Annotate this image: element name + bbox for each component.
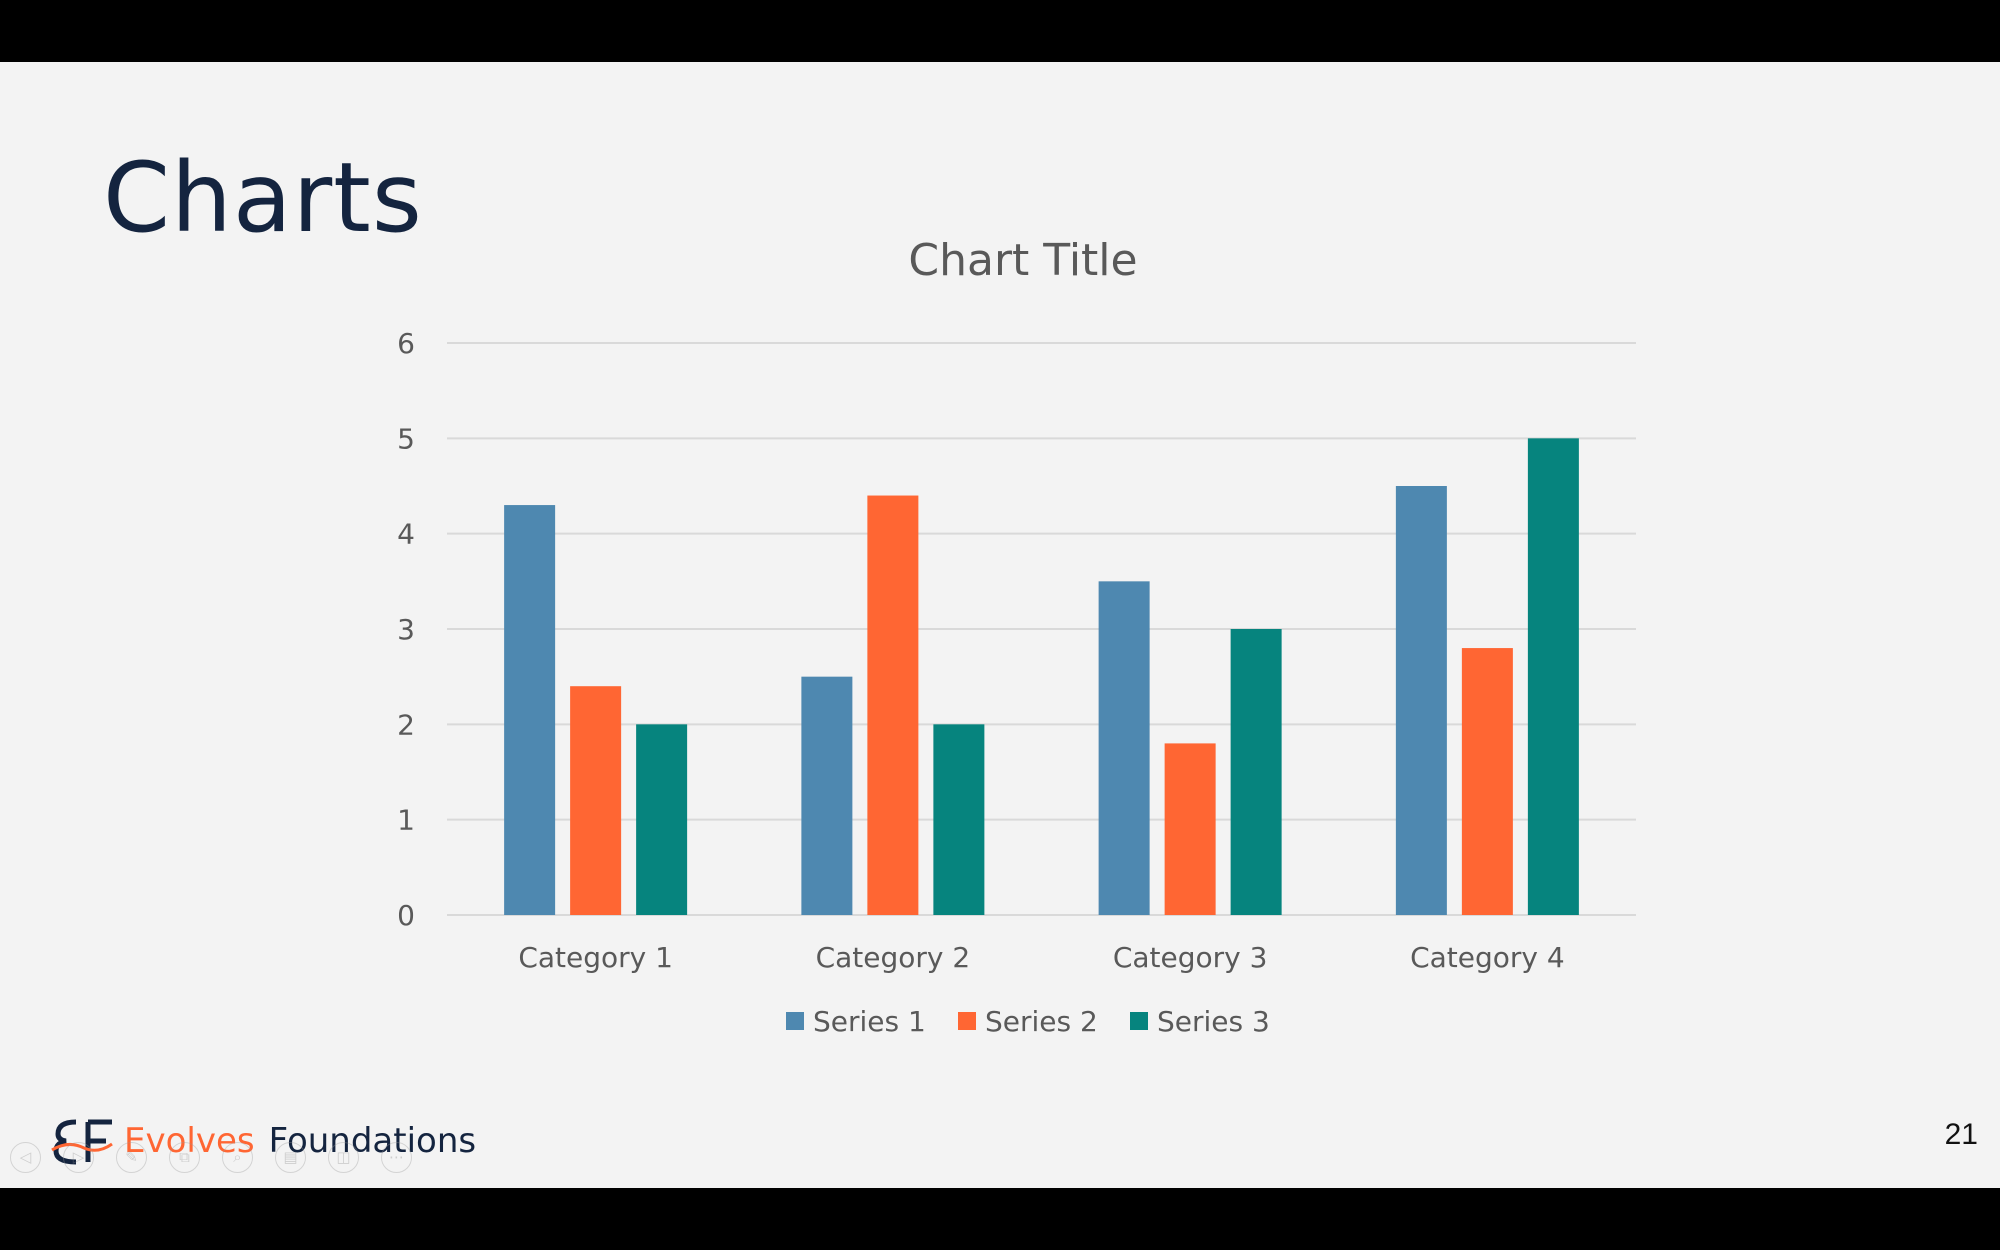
company-logo: Evolves Foundations: [50, 1112, 476, 1170]
legend-label: Series 1: [813, 1005, 926, 1038]
bar-series2-category4: [1461, 648, 1513, 915]
y-tick-label: 6: [397, 327, 415, 360]
y-tick-label: 0: [397, 899, 415, 932]
letterbox-top: [0, 0, 2000, 62]
letterbox-bottom: [0, 1188, 2000, 1250]
bar-series2-category1: [570, 686, 622, 915]
bar-series1-category2: [801, 676, 853, 915]
y-tick-label: 4: [397, 518, 415, 551]
legend-label: Series 2: [985, 1005, 1098, 1038]
y-tick-label: 5: [397, 422, 415, 455]
camera-icon[interactable]: ◫: [328, 1142, 359, 1173]
pen-icon[interactable]: ✎: [116, 1142, 147, 1173]
bar-series2-category3: [1164, 743, 1216, 915]
bar-series1-category1: [504, 505, 556, 915]
legend-swatch-series2: [958, 1012, 976, 1030]
next-arrow-icon[interactable]: ▷: [63, 1142, 94, 1173]
x-tick-label: Category 3: [1113, 941, 1268, 974]
x-tick-label: Category 4: [1410, 941, 1565, 974]
bar-series3-category4: [1527, 438, 1579, 915]
bar-series3-category1: [636, 724, 688, 915]
slide-title: Charts: [103, 142, 423, 254]
y-tick-label: 3: [397, 613, 415, 646]
slide: Charts Chart Title 0 1 2 3 4 5 6 Category 1 Categ…: [0, 62, 2000, 1188]
y-tick-label: 1: [397, 804, 415, 837]
bar-series1-category4: [1395, 486, 1447, 915]
zoom-icon[interactable]: ⌕: [222, 1142, 253, 1173]
legend-label: Series 3: [1157, 1005, 1270, 1038]
page-number: 21: [1944, 1118, 1978, 1151]
previous-arrow-icon[interactable]: ◁: [10, 1142, 41, 1173]
x-tick-label: Category 2: [816, 941, 971, 974]
y-tick-label: 2: [397, 708, 415, 741]
legend-swatch-series1: [786, 1012, 804, 1030]
bar-series2-category2: [867, 495, 919, 915]
slideshow-toolbar: ◁ ▷ ✎ ⧉ ⌕ ▤ ◫ ⋯: [10, 1142, 412, 1173]
bar-series1-category3: [1098, 581, 1150, 915]
slides-grid-icon[interactable]: ⧉: [169, 1142, 200, 1173]
bar-series3-category3: [1230, 629, 1282, 915]
more-options-icon[interactable]: ⋯: [381, 1142, 412, 1173]
bar-series3-category2: [933, 724, 985, 915]
subtitles-icon[interactable]: ▤: [275, 1142, 306, 1173]
x-tick-label: Category 1: [518, 941, 673, 974]
bar-chart: Chart Title 0 1 2 3 4 5 6 Category 1 Category 2 Ca…: [397, 235, 1636, 1038]
legend-swatch-series3: [1130, 1012, 1148, 1030]
chart-title: Chart Title: [908, 235, 1137, 286]
